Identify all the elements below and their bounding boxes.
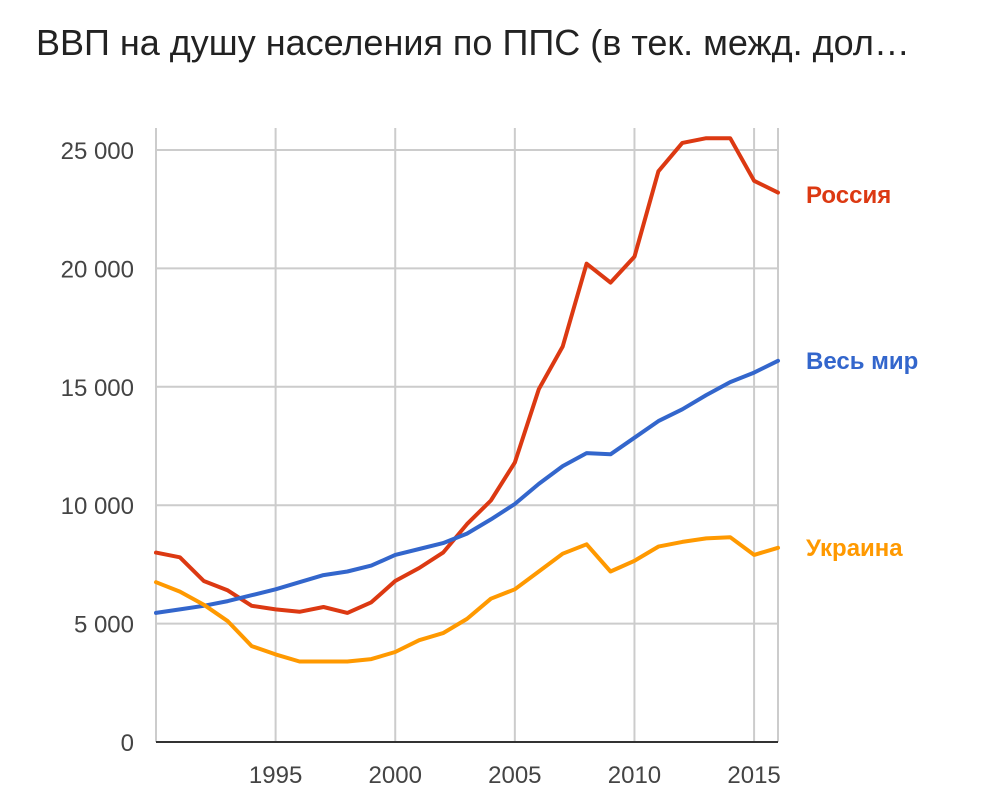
y-tick-label: 15 000 bbox=[61, 375, 134, 402]
series-line bbox=[154, 535, 780, 664]
x-tick-label: 2000 bbox=[369, 762, 422, 789]
y-tick-label: 5 000 bbox=[74, 612, 134, 639]
series-label: Украина bbox=[806, 535, 903, 562]
grid bbox=[155, 128, 779, 742]
series-lines bbox=[154, 136, 780, 664]
series-label: Россия bbox=[806, 182, 891, 209]
y-tick-label: 0 bbox=[121, 730, 134, 757]
axes: 0 5 000 10 000 15 000 20 000 25 000 1995 2000 20… bbox=[61, 138, 781, 789]
series-line bbox=[154, 358, 780, 615]
x-tick-label: 2015 bbox=[727, 762, 780, 789]
y-tick-label: 20 000 bbox=[61, 256, 134, 283]
series-line bbox=[154, 136, 780, 615]
x-tick-label: 2010 bbox=[608, 762, 661, 789]
y-tick-label: 10 000 bbox=[61, 493, 134, 520]
x-tick-label: 1995 bbox=[249, 762, 302, 789]
series-label: Весь мир bbox=[806, 348, 918, 375]
y-tick-label: 25 000 bbox=[61, 138, 134, 165]
x-tick-label: 2005 bbox=[488, 762, 541, 789]
series-labels: Россия Весь мир Украина bbox=[806, 182, 918, 562]
